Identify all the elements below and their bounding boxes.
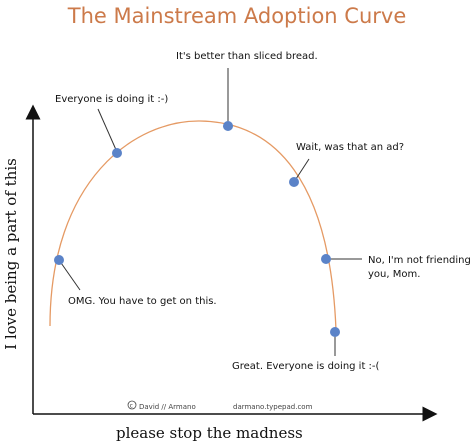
annotation-friending-line2: you, Mom.	[368, 269, 420, 280]
credit-site: darmano.typepad.com	[233, 403, 313, 411]
credit-author: David // Armano	[139, 403, 196, 411]
curve-point-sliced-bread	[223, 121, 233, 131]
curve-point-everyone	[112, 148, 122, 158]
x-axis-title: please stop the madness	[116, 424, 303, 442]
annotation-friending-line1: No, I'm not friending	[368, 255, 471, 266]
annotation-sliced-bread: It's better than sliced bread.	[176, 51, 318, 62]
curve-point-friending	[321, 254, 331, 264]
copyright-icon: c	[127, 400, 137, 410]
svg-text:c: c	[130, 403, 133, 410]
curve-point-ad	[289, 177, 299, 187]
leader-line-omg	[58, 259, 81, 291]
annotation-everyone: Everyone is doing it :-)	[55, 94, 168, 105]
diagram-title: The Mainstream Adoption Curve	[67, 4, 407, 28]
adoption-curve	[49, 120, 337, 331]
annotation-ad: Wait, was that an ad?	[296, 142, 404, 153]
annotation-great: Great. Everyone is doing it :-(	[232, 361, 380, 372]
annotation-omg: OMG. You have to get on this.	[68, 296, 217, 307]
curve-point-great	[330, 327, 340, 337]
leader-line-everyone	[97, 108, 118, 153]
curve-point-omg	[54, 255, 64, 265]
y-axis-title: I love being a part of this	[2, 158, 20, 350]
